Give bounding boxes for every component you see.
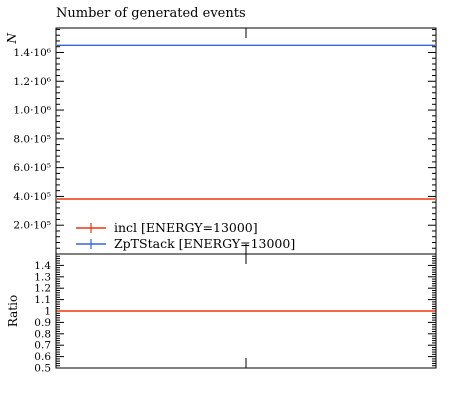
legend: incl [ENERGY=13000]ZpTStack [ENERGY=1300… [76,220,295,251]
ratio-y-tick-label: 1.1 [34,294,51,306]
main-y-tick-label: 4.0·10⁵ [13,191,51,203]
ratio-plot-panel: 0.50.60.70.80.911.11.21.31.4 [34,253,437,375]
legend-label: incl [ENERGY=13000] [114,220,258,235]
ratio-y-tick-label: 1.3 [34,271,51,283]
chart-title: Number of generated events [56,6,246,21]
ratio-y-tick-label: 1.2 [34,283,51,295]
ratio-y-tick-label: 1 [44,306,51,318]
main-y-axis-label: N [5,33,19,45]
ratio-y-tick-label: 0.7 [34,340,51,352]
ratio-y-tick-label: 0.9 [34,317,51,329]
ratio-y-axis-label: Ratio [6,295,20,327]
main-y-tick-label: 1.2·10⁶ [13,76,51,88]
ratio-y-tick-label: 1.4 [34,260,51,272]
main-y-tick-label: 1.4·10⁶ [13,47,51,59]
ratio-y-tick-label: 0.6 [34,351,51,363]
main-y-tick-label: 2.0·10⁵ [13,220,51,232]
main-y-tick-label: 1.0·10⁶ [13,105,51,117]
ratio-y-tick-label: 0.5 [34,363,51,375]
ratio-y-tick-label: 0.8 [34,328,51,340]
main-y-tick-label: 8.0·10⁵ [13,133,51,145]
main-plot-panel: 2.0·10⁵ 4.0·10⁵ 6.0·10⁵ 8.0·10⁵ 1.0·10⁶ 1.2·1… [13,27,437,255]
main-y-tick-label: 6.0·10⁵ [13,162,51,174]
legend-label: ZpTStack [ENERGY=13000] [114,236,295,251]
